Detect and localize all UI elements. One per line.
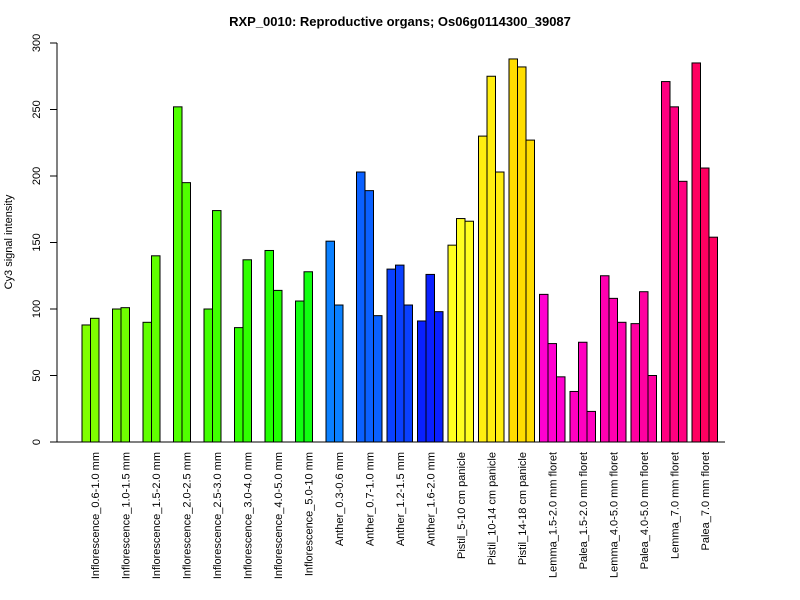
bar (112, 308, 122, 443)
category-label: Palea_4.0-5.0 mm floret (639, 452, 651, 569)
bar (356, 171, 366, 443)
category-label: Palea_1.5-2.0 mm floret (578, 452, 590, 569)
bar (608, 297, 618, 443)
bar (234, 327, 244, 443)
bar (617, 321, 627, 443)
category-label: Pistil_5-10 cm panicle (456, 452, 468, 559)
category-label: Palea_7.0 mm floret (700, 452, 712, 550)
bar (173, 106, 183, 443)
bar (417, 320, 427, 443)
bar (181, 182, 191, 443)
category-label: Inflorescence_5.0-10 mm (304, 452, 316, 576)
bar (517, 66, 527, 443)
bar (212, 210, 222, 443)
y-ticks: 0 50 100 150 200 250 300 (31, 34, 57, 445)
category-label: Inflorescence_2.0-2.5 mm (182, 452, 194, 579)
y-tick-label: 150 (31, 233, 43, 251)
category-label: Anther_1.6-2.0 mm (426, 452, 438, 546)
bar (151, 255, 161, 443)
bar (556, 376, 566, 443)
bar (373, 315, 383, 443)
bar (325, 240, 335, 443)
category-label: Lemma_7.0 mm floret (670, 452, 682, 559)
bar (630, 323, 640, 443)
category-label: Inflorescence_1.5-2.0 mm (151, 452, 163, 579)
y-tick-label: 50 (31, 369, 43, 381)
bar (273, 289, 283, 443)
category-label: Lemma_1.5-2.0 mm floret (548, 452, 560, 578)
bar (334, 304, 344, 443)
chart-title: RXP_0010: Reproductive organs; Os06g0114… (229, 14, 571, 29)
bar (539, 293, 549, 443)
bar (691, 62, 701, 443)
bar (639, 291, 649, 443)
bar (81, 324, 91, 443)
category-label: Anther_0.7-1.0 mm (365, 452, 377, 546)
bar (403, 304, 413, 443)
bar (203, 308, 213, 443)
bar (547, 343, 557, 443)
bar (708, 236, 718, 443)
bar (386, 268, 396, 443)
y-tick-label: 100 (31, 300, 43, 318)
category-label: Pistil_14-18 cm panicle (517, 452, 529, 565)
bar (600, 275, 610, 443)
bar (434, 311, 444, 443)
y-tick-label: 0 (31, 439, 43, 445)
y-axis-label: Cy3 signal intensity (3, 194, 15, 289)
category-label: Inflorescence_0.6-1.0 mm (90, 452, 102, 579)
category-label: Lemma_4.0-5.0 mm floret (609, 452, 621, 578)
bar (395, 264, 405, 443)
bar (303, 271, 313, 443)
bar (661, 81, 671, 443)
bar (264, 249, 274, 443)
bar (364, 190, 374, 443)
category-label: Anther_1.2-1.5 mm (395, 452, 407, 546)
bar (525, 139, 535, 443)
y-tick-label: 250 (31, 100, 43, 118)
bar (120, 307, 130, 443)
bar (478, 135, 488, 443)
bar (242, 259, 252, 443)
bar (647, 375, 657, 443)
category-labels: Inflorescence_0.6-1.0 mm Inflorescence_1.… (90, 452, 712, 579)
bar (486, 75, 496, 443)
bar (669, 106, 679, 443)
bar (569, 390, 579, 443)
bar (142, 321, 152, 443)
bars (81, 58, 718, 443)
bar (464, 220, 474, 443)
y-tick-label: 200 (31, 167, 43, 185)
bar (508, 58, 518, 443)
bar (586, 410, 596, 443)
category-label: Pistil_10-14 cm panicle (487, 452, 499, 565)
category-label: Inflorescence_4.0-5.0 mm (273, 452, 285, 579)
bar (678, 180, 688, 443)
category-label: Inflorescence_3.0-4.0 mm (243, 452, 255, 579)
bar (495, 171, 505, 443)
category-label: Inflorescence_1.0-1.5 mm (121, 452, 133, 579)
bar (425, 273, 435, 443)
bar (90, 317, 100, 443)
bar (578, 341, 588, 443)
bar (700, 167, 710, 443)
bar (447, 244, 457, 443)
y-tick-label: 300 (31, 34, 43, 52)
bar (295, 300, 305, 443)
category-label: Inflorescence_2.5-3.0 mm (212, 452, 224, 579)
category-label: Anther_0.3-0.6 mm (334, 452, 346, 546)
bar (456, 218, 466, 443)
